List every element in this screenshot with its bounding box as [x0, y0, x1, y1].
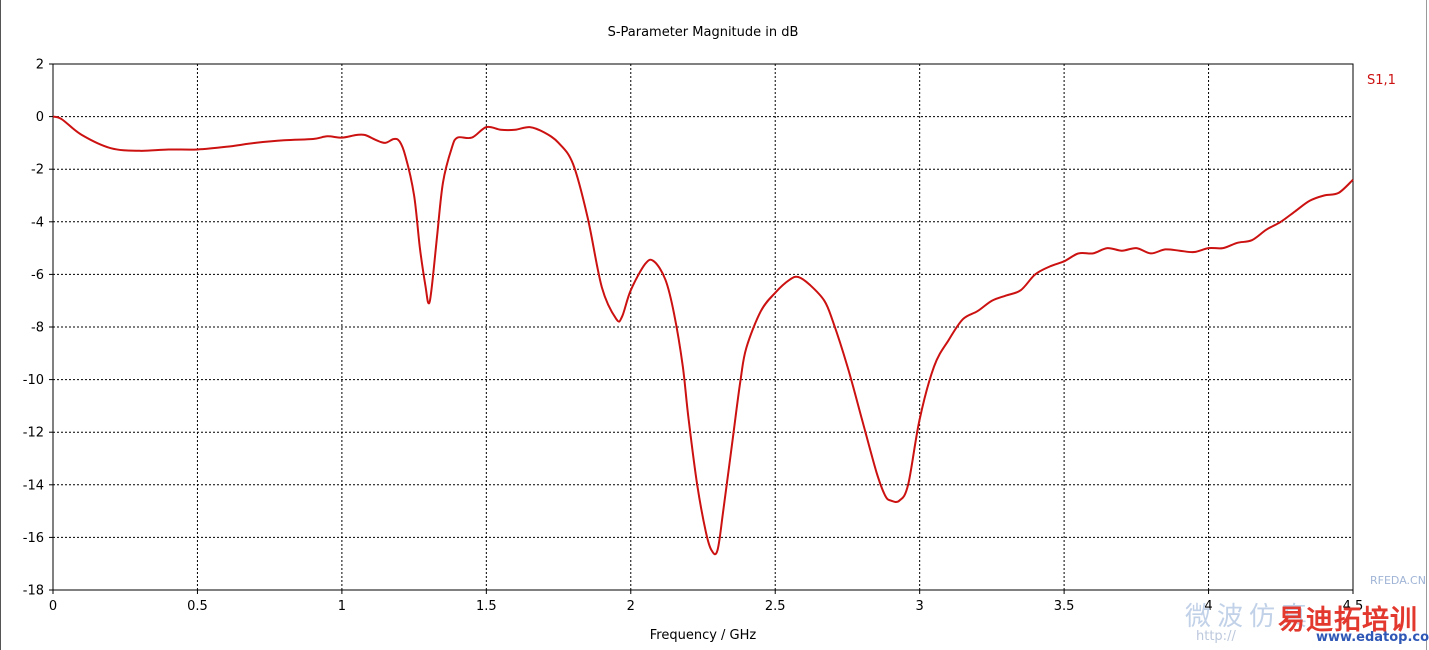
y-tick-label: -10	[23, 373, 44, 388]
x-tick-label: 1	[338, 599, 346, 614]
x-tick-label: 0.5	[187, 599, 208, 614]
x-axis-ticks: 0 0.5 1 1.5 2 2.5 3 3.5 4 4.5	[49, 590, 1363, 614]
window-left-border	[0, 0, 1, 650]
grid-lines	[53, 64, 1353, 590]
x-tick-label: 3.5	[1054, 599, 1075, 614]
x-tick-label: 0	[49, 599, 57, 614]
y-tick-label: -18	[23, 584, 44, 599]
series-layer	[52, 115, 1354, 556]
y-tick-label: -14	[23, 478, 44, 493]
y-tick-label: -4	[31, 215, 44, 230]
chart-title: S-Parameter Magnitude in dB	[608, 25, 799, 40]
x-axis-label: Frequency / GHz	[650, 628, 757, 643]
x-tick-label: 1.5	[476, 599, 497, 614]
y-tick-label: -16	[23, 531, 44, 546]
y-tick-label: 0	[36, 110, 44, 125]
y-tick-label: 2	[36, 58, 44, 73]
y-tick-label: -12	[23, 426, 44, 441]
x-tick-label: 3	[916, 599, 924, 614]
x-tick-label: 4.5	[1343, 599, 1364, 614]
y-tick-label: -8	[31, 321, 44, 336]
x-tick-label: 2.5	[765, 599, 786, 614]
window-right-border	[1426, 0, 1427, 650]
series-line-s11	[52, 115, 1354, 556]
y-tick-label: -6	[31, 268, 44, 283]
y-axis-ticks: 2 0 -2 -4 -6 -8 -10 -12 -14 -16 -18	[23, 58, 53, 599]
y-tick-label: -2	[31, 163, 44, 178]
x-tick-label: 4	[1204, 599, 1212, 614]
legend-entry-s11: S1,1	[1367, 73, 1396, 88]
x-tick-label: 2	[627, 599, 635, 614]
